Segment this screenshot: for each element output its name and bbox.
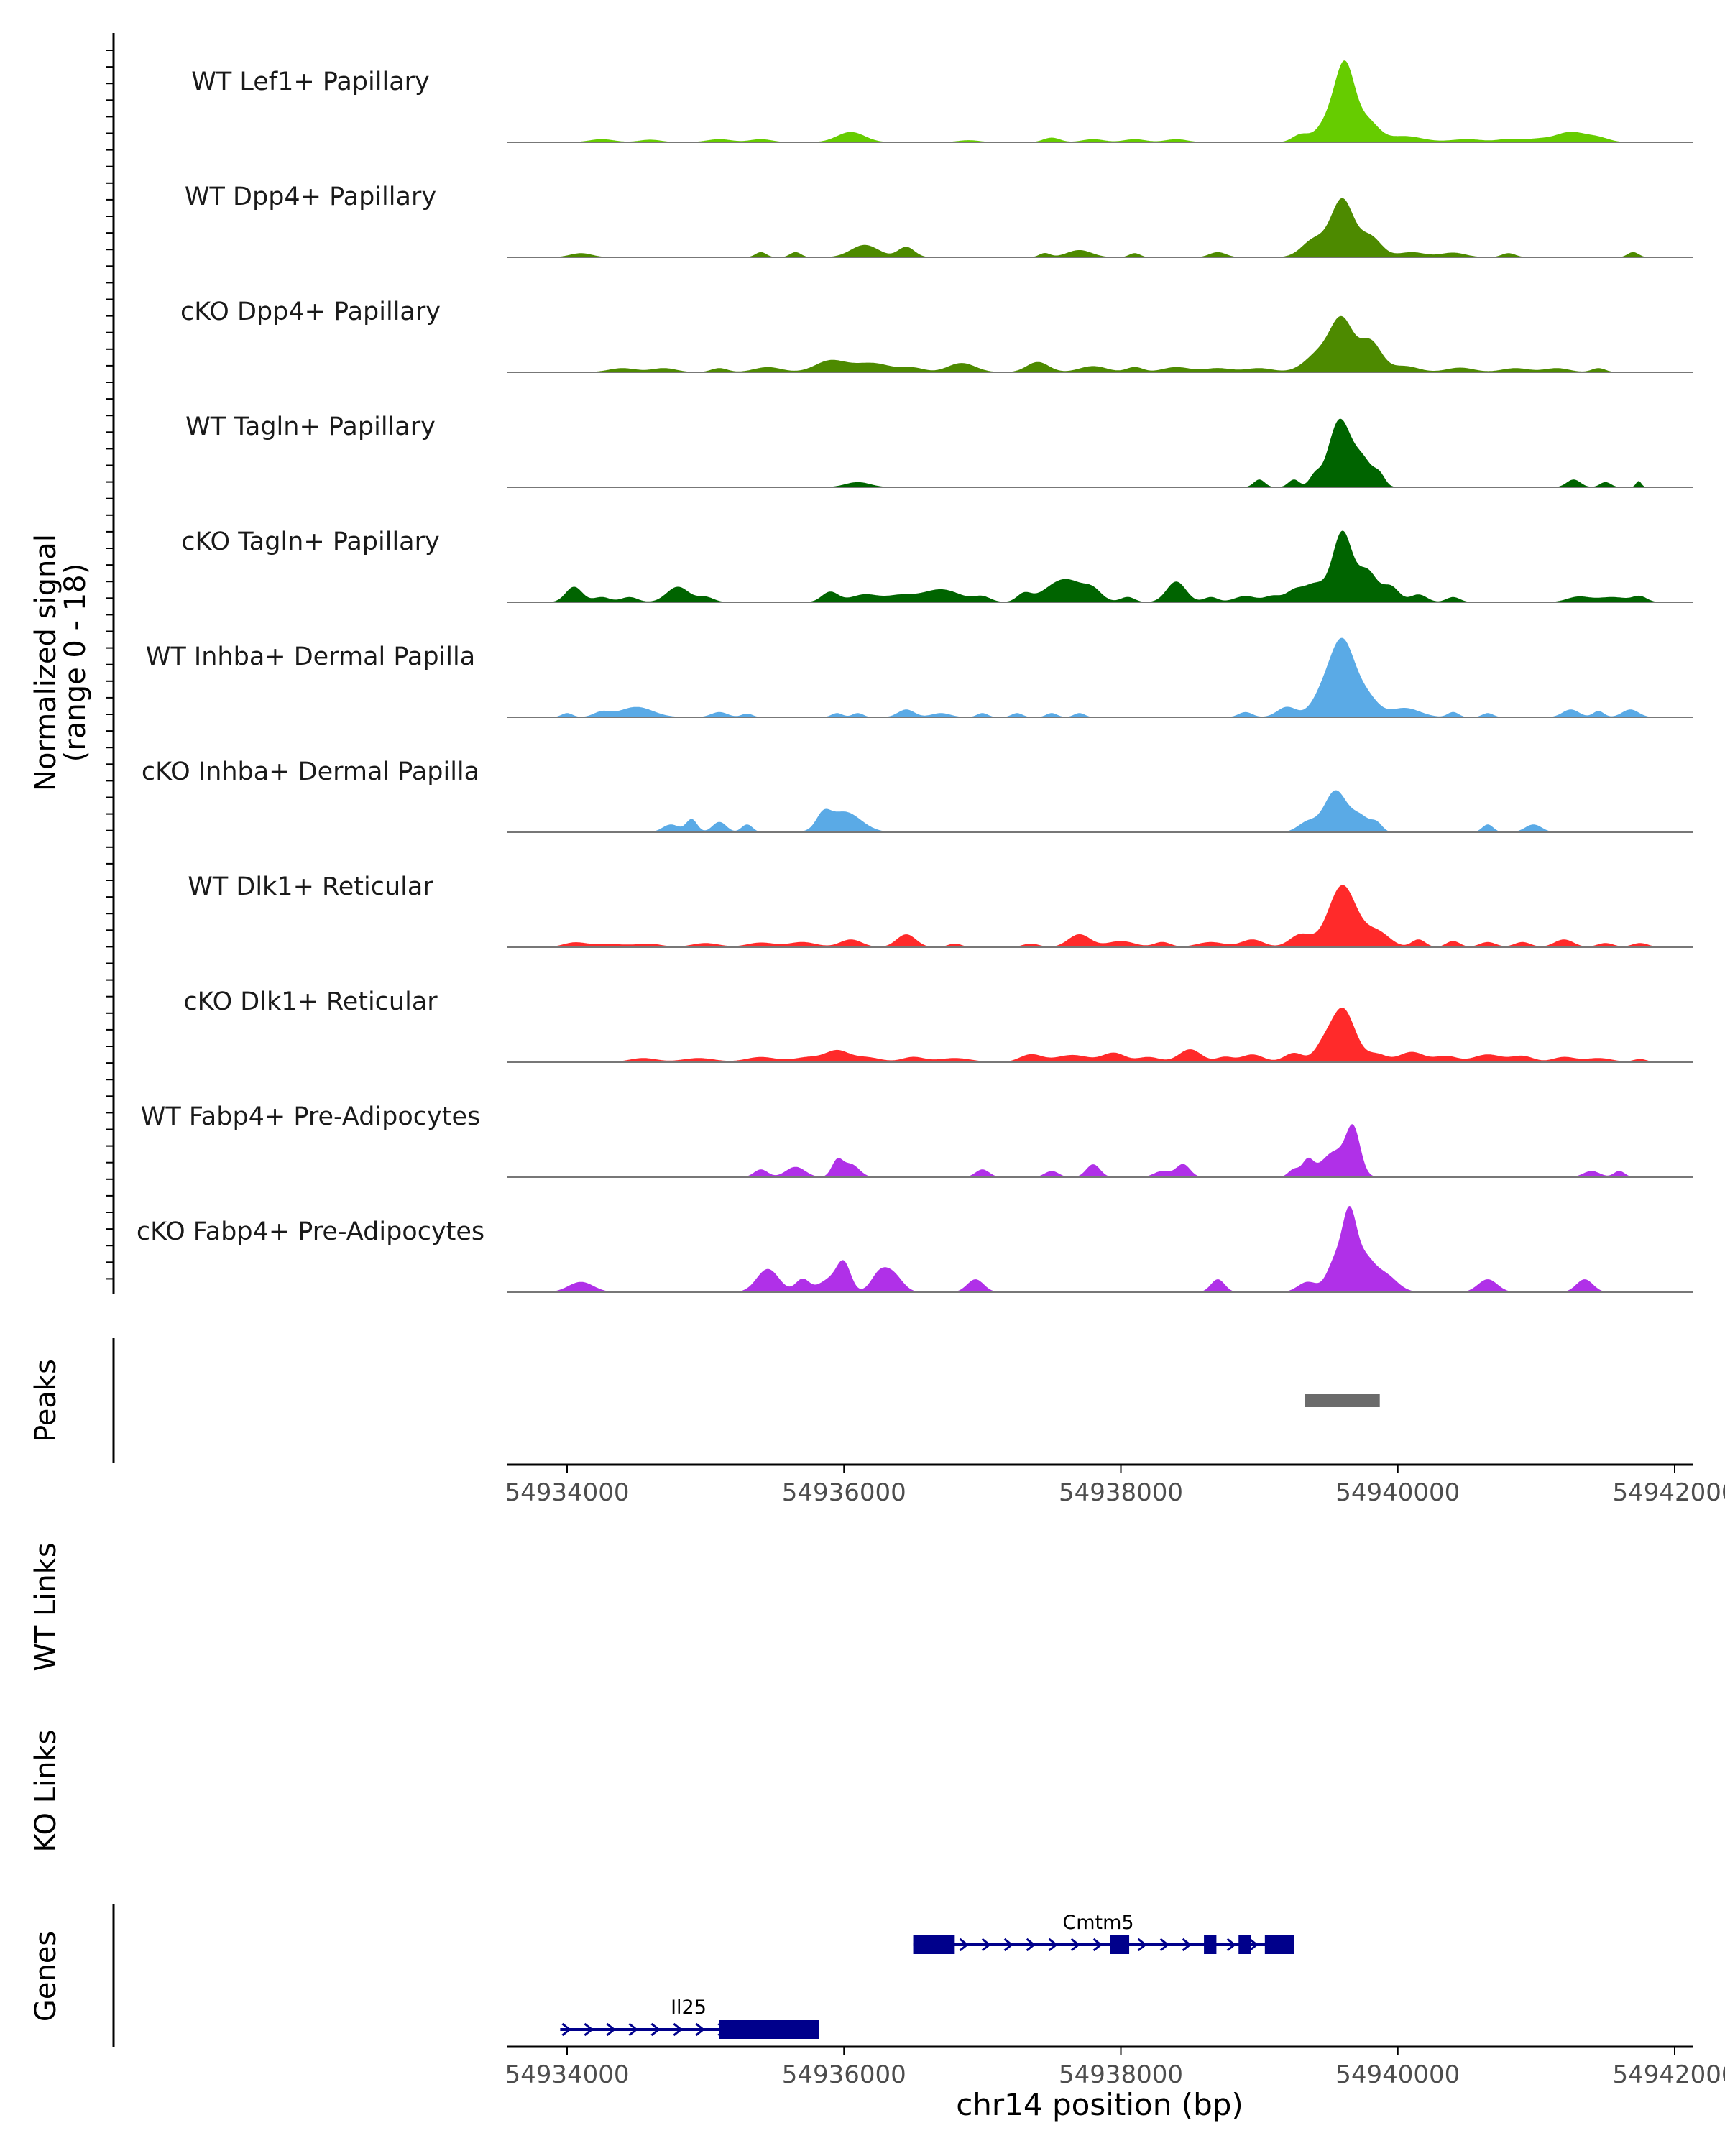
y-axis-range-label: (range 0 - 18)	[59, 563, 92, 762]
strand-arrow	[1182, 1938, 1192, 1952]
genes-track: Genes Cmtm5 Il25	[29, 1904, 1294, 2047]
track-10: cKO Fabp4+ Pre-Adipocytes	[137, 1206, 1693, 1293]
coverage-area	[507, 315, 1693, 372]
coverage-area	[507, 198, 1693, 257]
x-tick-label: 54942000	[1612, 1478, 1725, 1507]
track-label: WT Fabp4+ Pre-Adipocytes	[141, 1102, 480, 1131]
coverage-area	[507, 790, 1693, 832]
y-axis: Normalized signal (range 0 - 18)	[29, 33, 115, 1294]
coverage-tracks: WT Lef1+ Papillary WT Dpp4+ Papillary cKO …	[137, 60, 1693, 1293]
gene-name-label: Il25	[671, 1996, 707, 2019]
track-label: cKO Fabp4+ Pre-Adipocytes	[137, 1217, 484, 1246]
gene-exon	[719, 2020, 819, 2039]
gene-Cmtm5: Cmtm5	[913, 1912, 1294, 1954]
track-label: cKO Dpp4+ Papillary	[180, 298, 441, 326]
track-8: cKO Dlk1+ Reticular	[183, 987, 1693, 1063]
strand-arrow	[650, 2022, 661, 2037]
gene-Il25: Il25	[560, 1996, 819, 2039]
coverage-area	[507, 637, 1693, 717]
gene-exon	[1110, 1935, 1130, 1954]
x-tick-label: 54940000	[1335, 2060, 1460, 2089]
x-tick-label: 54938000	[1059, 2060, 1183, 2089]
x-tick-label: 54936000	[782, 1478, 906, 1507]
strand-arrow	[981, 1938, 991, 1952]
track-label: WT Dpp4+ Papillary	[185, 183, 436, 211]
y-axis-label: Normalized signal	[29, 534, 63, 791]
gene-exon	[1204, 1935, 1217, 1954]
track-9: WT Fabp4+ Pre-Adipocytes	[141, 1102, 1693, 1178]
track-3: WT Tagln+ Papillary	[185, 413, 1693, 488]
track-label: cKO Tagln+ Papillary	[181, 528, 440, 556]
strand-arrow	[628, 2022, 638, 2037]
coverage-area	[507, 1206, 1693, 1292]
x-tick-label: 54936000	[782, 2060, 906, 2089]
track-label: cKO Dlk1+ Reticular	[183, 987, 438, 1016]
ko-links-label: KO Links	[29, 1730, 63, 1853]
gene-exon	[913, 1935, 955, 1954]
coverage-area	[507, 530, 1693, 602]
track-1: WT Dpp4+ Papillary	[185, 183, 1693, 258]
coverage-area	[507, 418, 1693, 487]
coverage-area	[507, 1008, 1693, 1062]
strand-arrow	[1226, 1938, 1236, 1952]
gene-name-label: Cmtm5	[1062, 1912, 1133, 1934]
strand-arrow	[695, 2022, 705, 2037]
x-tick-label: 54934000	[505, 1478, 629, 1507]
strand-arrow	[606, 2022, 616, 2037]
coverage-area	[507, 60, 1693, 142]
track-7: WT Dlk1+ Reticular	[188, 872, 1693, 948]
strand-arrow	[673, 2022, 683, 2037]
track-label: cKO Inhba+ Dermal Papilla	[142, 757, 479, 786]
track-4: cKO Tagln+ Papillary	[181, 528, 1693, 603]
gene-exon	[1238, 1935, 1251, 1954]
y-axis-ticks	[106, 50, 114, 1280]
track-2: cKO Dpp4+ Papillary	[180, 298, 1693, 373]
track-label: WT Inhba+ Dermal Papilla	[146, 642, 475, 671]
x-tick-label: 54934000	[505, 2060, 629, 2089]
track-label: WT Tagln+ Papillary	[185, 413, 436, 441]
peaks-track: Peaks	[29, 1338, 1380, 1463]
x-axis-bottom: 54934000 54936000 54938000 54940000 54942000…	[505, 2045, 1725, 2122]
genes-track-label: Genes	[29, 1931, 63, 2022]
wt-links-track: WT Links	[29, 1542, 63, 1671]
strand-arrow	[561, 2022, 571, 2037]
peaks-track-label: Peaks	[29, 1359, 63, 1442]
x-axis-top: 54934000 54936000 54938000 54940000 54942000	[505, 1463, 1725, 1507]
strand-arrow	[1048, 1938, 1058, 1952]
x-tick-label: 54940000	[1335, 1478, 1460, 1507]
track-label: WT Lef1+ Papillary	[191, 68, 430, 96]
strand-arrow	[959, 1938, 969, 1952]
track-0: WT Lef1+ Papillary	[191, 60, 1693, 143]
track-label: WT Dlk1+ Reticular	[188, 872, 433, 901]
x-tick-label: 54942000	[1612, 2060, 1725, 2089]
strand-arrow	[1137, 1938, 1147, 1952]
gene-exon	[1264, 1935, 1294, 1954]
strand-arrow	[584, 2022, 594, 2037]
coverage-area	[507, 1124, 1693, 1177]
strand-arrow	[1248, 1938, 1259, 1952]
strand-arrow	[1159, 1938, 1169, 1952]
x-axis-label: chr14 position (bp)	[956, 2087, 1243, 2122]
strand-arrow	[1026, 1938, 1036, 1952]
strand-arrow	[1003, 1938, 1013, 1952]
coverage-area	[507, 885, 1693, 947]
x-tick-label: 54938000	[1059, 1478, 1183, 1507]
ko-links-track: KO Links	[29, 1730, 63, 1853]
strand-arrow	[1092, 1938, 1103, 1952]
wt-links-label: WT Links	[29, 1542, 63, 1671]
peak-interval	[1305, 1394, 1380, 1407]
strand-arrow	[1070, 1938, 1080, 1952]
track-6: cKO Inhba+ Dermal Papilla	[142, 757, 1693, 833]
track-5: WT Inhba+ Dermal Papilla	[146, 637, 1693, 718]
